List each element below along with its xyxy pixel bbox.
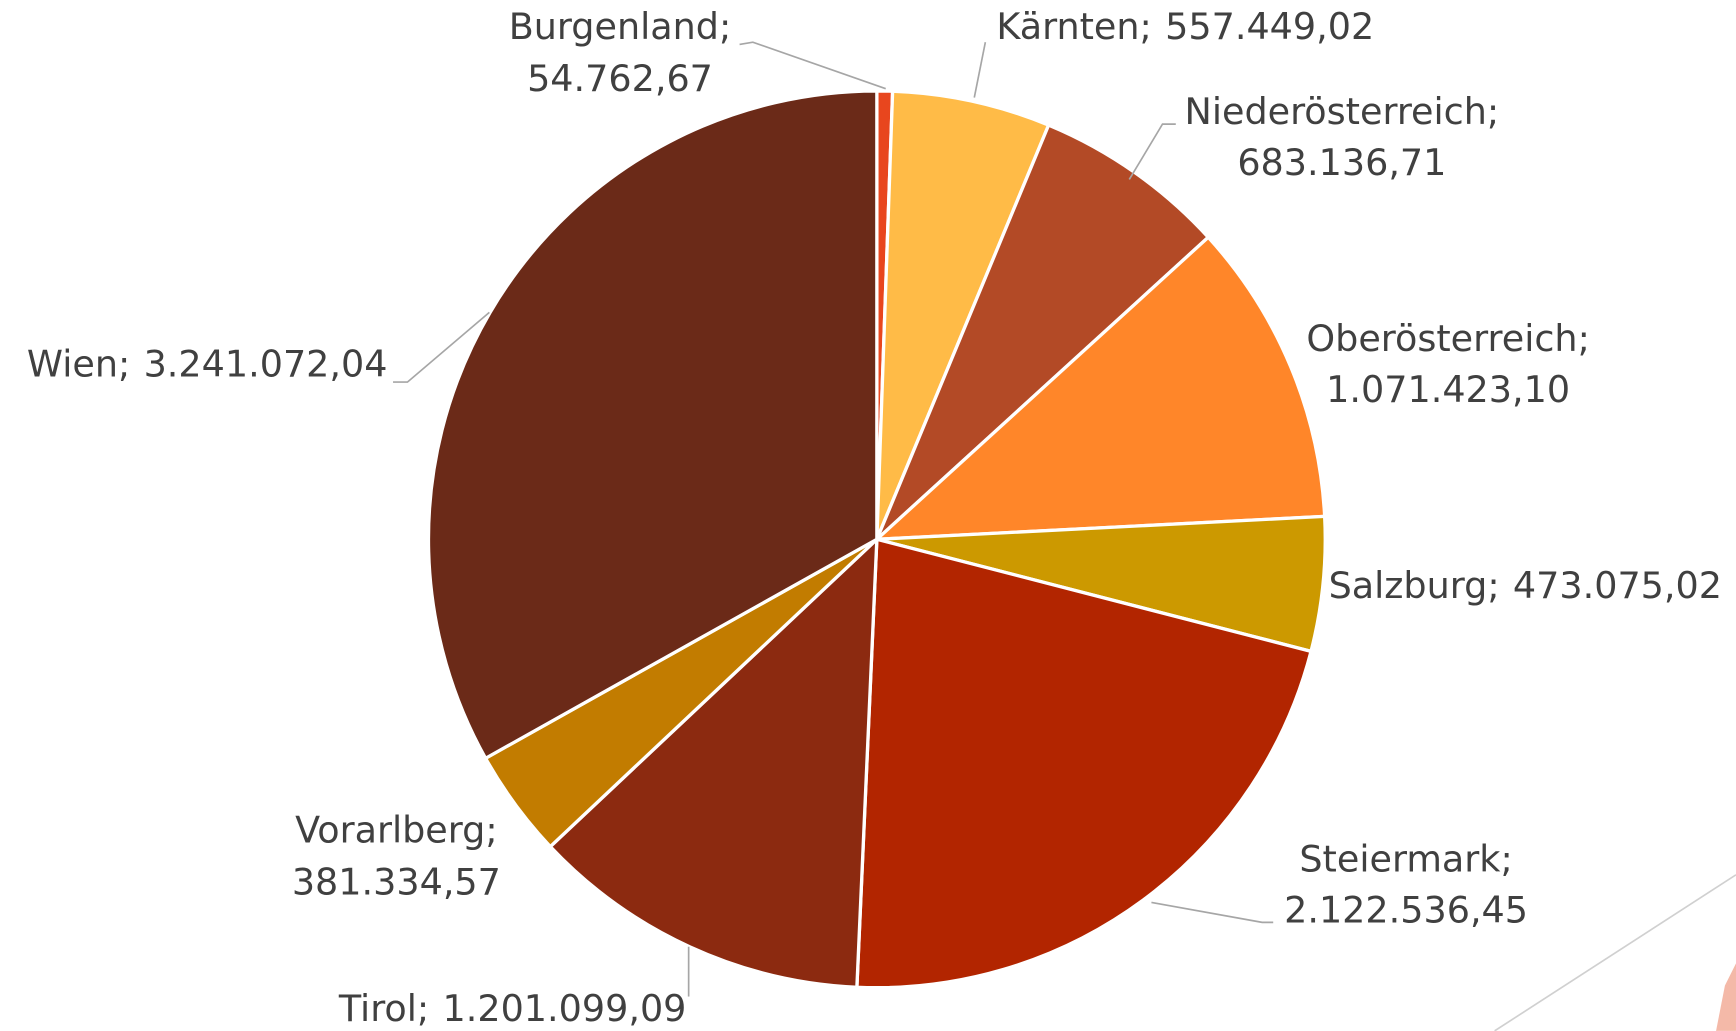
leader-line (1151, 901, 1274, 924)
data-label: Tirol; 1.201.099,09 (338, 986, 687, 1029)
pie-slice (875, 89, 1051, 540)
label-category: Tirol (338, 986, 417, 1029)
data-label: Salzburg; 473.075,02 (1329, 563, 1722, 606)
data-label: Oberösterreich; 1.071.423,10 (1306, 317, 1589, 411)
leader-line (393, 311, 490, 383)
label-separator: ; (719, 4, 731, 47)
label-separator: ; (417, 986, 429, 1029)
label-value: 54.762,67 (527, 56, 713, 99)
label-value: 3.241.072,04 (144, 342, 388, 385)
data-label: Burgenland; 54.762,67 (509, 4, 732, 99)
label-value: 683.136,71 (1237, 140, 1446, 183)
label-category: Salzburg (1329, 563, 1488, 606)
label-category: Steiermark (1299, 837, 1501, 880)
label-category: Burgenland (509, 4, 719, 47)
label-value: 473.075,02 (1513, 563, 1722, 606)
label-separator: ; (1578, 317, 1590, 360)
pie-slice (426, 89, 879, 761)
label-category: Wien (27, 342, 118, 385)
label-separator: ; (485, 808, 497, 851)
label-separator: ; (1487, 90, 1499, 133)
label-category: Kärnten (996, 4, 1139, 47)
pie-slice (855, 537, 1314, 990)
decoration (1494, 874, 1736, 1031)
label-category: Oberösterreich (1306, 317, 1577, 360)
label-value: 381.334,57 (292, 860, 501, 903)
label-value: 1.071.423,10 (1326, 367, 1570, 410)
label-value: 557.449,02 (1165, 4, 1374, 47)
label-separator: ; (1140, 4, 1152, 47)
label-separator: ; (1487, 563, 1499, 606)
leader-line (739, 41, 886, 90)
label-separator: ; (1500, 837, 1512, 880)
data-label: Niederösterreich; 683.136,71 (1185, 90, 1500, 184)
label-value: 1.201.099,09 (443, 986, 687, 1029)
label-separator: ; (118, 342, 130, 385)
data-label: Wien; 3.241.072,04 (27, 342, 388, 385)
pie-slice (872, 234, 1327, 542)
decoration (1716, 963, 1736, 1031)
pie-slice (547, 535, 879, 989)
data-label: Steiermark; 2.122.536,45 (1284, 837, 1528, 931)
label-value: 2.122.536,45 (1284, 888, 1528, 931)
leader-line (973, 42, 987, 98)
label-category: Niederösterreich (1185, 90, 1487, 133)
label-category: Vorarlberg (295, 808, 485, 851)
data-label: Kärnten; 557.449,02 (996, 4, 1374, 47)
leader-line (1128, 123, 1176, 180)
pie-slice (875, 122, 1211, 541)
data-label: Vorarlberg; 381.334,57 (292, 808, 501, 903)
